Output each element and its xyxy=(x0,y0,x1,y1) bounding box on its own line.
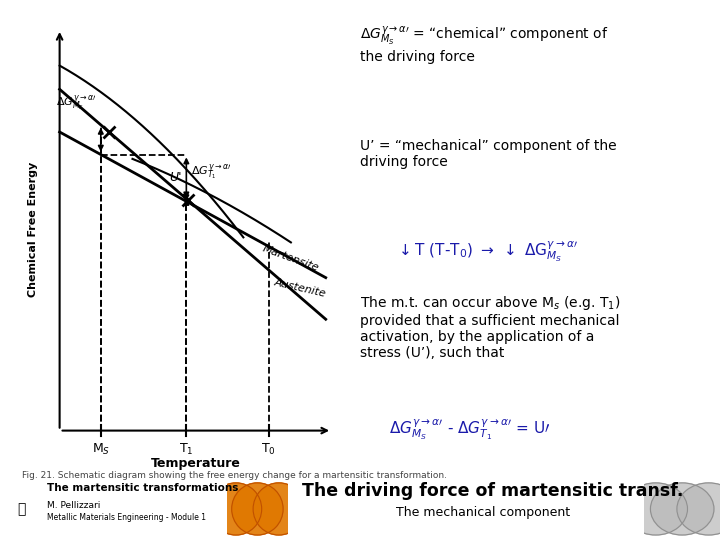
Text: Austenite: Austenite xyxy=(274,278,328,299)
Text: Martensite: Martensite xyxy=(261,244,320,273)
Text: The mechanical component: The mechanical component xyxy=(396,506,570,519)
Text: $\Delta G_{M_S}^{\gamma\rightarrow\alpha\prime}$: $\Delta G_{M_S}^{\gamma\rightarrow\alpha… xyxy=(55,93,96,113)
Circle shape xyxy=(232,483,283,535)
Circle shape xyxy=(253,483,305,535)
Text: U': U' xyxy=(169,171,181,185)
Text: $\Delta G_{M_S}^{\gamma\rightarrow\alpha\prime}$ = “chemical” component of
the d: $\Delta G_{M_S}^{\gamma\rightarrow\alpha… xyxy=(360,24,608,64)
Circle shape xyxy=(624,483,688,535)
Text: $\Delta G_{M_S}^{\gamma\rightarrow\alpha\prime}$ - $\Delta G_{T_1}^{\gamma\right: $\Delta G_{M_S}^{\gamma\rightarrow\alpha… xyxy=(389,417,550,442)
Text: T$_1$: T$_1$ xyxy=(179,442,194,457)
Text: Fig. 21. Schematic diagram showing the free energy change for a martensitic tran: Fig. 21. Schematic diagram showing the f… xyxy=(22,471,446,481)
Text: The martensitic transformations: The martensitic transformations xyxy=(47,483,238,494)
Text: T$_0$: T$_0$ xyxy=(261,442,276,457)
Text: $\Delta G_{T_1}^{\gamma\rightarrow\alpha\prime}$: $\Delta G_{T_1}^{\gamma\rightarrow\alpha… xyxy=(191,163,231,183)
Text: $\downarrow$T (T-T$_0$) $\rightarrow$ $\downarrow$ $\Delta$G$_{M_S}^{\gamma\righ: $\downarrow$T (T-T$_0$) $\rightarrow$ $\… xyxy=(396,239,578,264)
Circle shape xyxy=(650,483,714,535)
Text: The driving force of martensitic transf.: The driving force of martensitic transf. xyxy=(302,482,684,500)
Circle shape xyxy=(210,483,261,535)
Text: U’ = “mechanical” component of the
driving force: U’ = “mechanical” component of the drivi… xyxy=(360,139,616,169)
Circle shape xyxy=(677,483,720,535)
Text: Chemical Free Energy: Chemical Free Energy xyxy=(27,162,37,298)
Text: Temperature: Temperature xyxy=(151,457,240,470)
Text: Metallic Materials Engineering - Module 1: Metallic Materials Engineering - Module … xyxy=(47,513,206,522)
Text: 🔩: 🔩 xyxy=(17,502,26,516)
Text: The m.t. can occur above M$_s$ (e.g. T$_1$)
provided that a sufficient mechanica: The m.t. can occur above M$_s$ (e.g. T$_… xyxy=(360,294,621,360)
Text: M. Pellizzari: M. Pellizzari xyxy=(47,501,100,510)
Text: M$_S$: M$_S$ xyxy=(91,442,110,457)
